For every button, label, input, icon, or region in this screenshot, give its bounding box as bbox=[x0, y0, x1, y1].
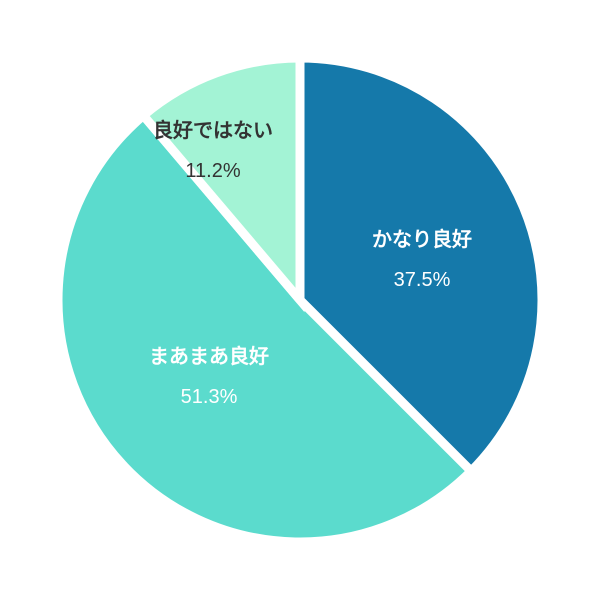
pie-slice bbox=[53, 109, 478, 547]
slice-label: 良好ではない bbox=[153, 118, 273, 142]
pie-slice bbox=[137, 53, 305, 313]
slice-label: まあまあ良好 bbox=[149, 344, 269, 368]
slice-value-label: 51.3% bbox=[181, 386, 238, 408]
slice-value-label: 11.2% bbox=[185, 160, 240, 182]
slice-value-label: 37.5% bbox=[394, 269, 451, 291]
pie-rim bbox=[49, 49, 551, 551]
pie-slice bbox=[295, 53, 547, 478]
slice-label: かなり良好 bbox=[372, 227, 472, 251]
